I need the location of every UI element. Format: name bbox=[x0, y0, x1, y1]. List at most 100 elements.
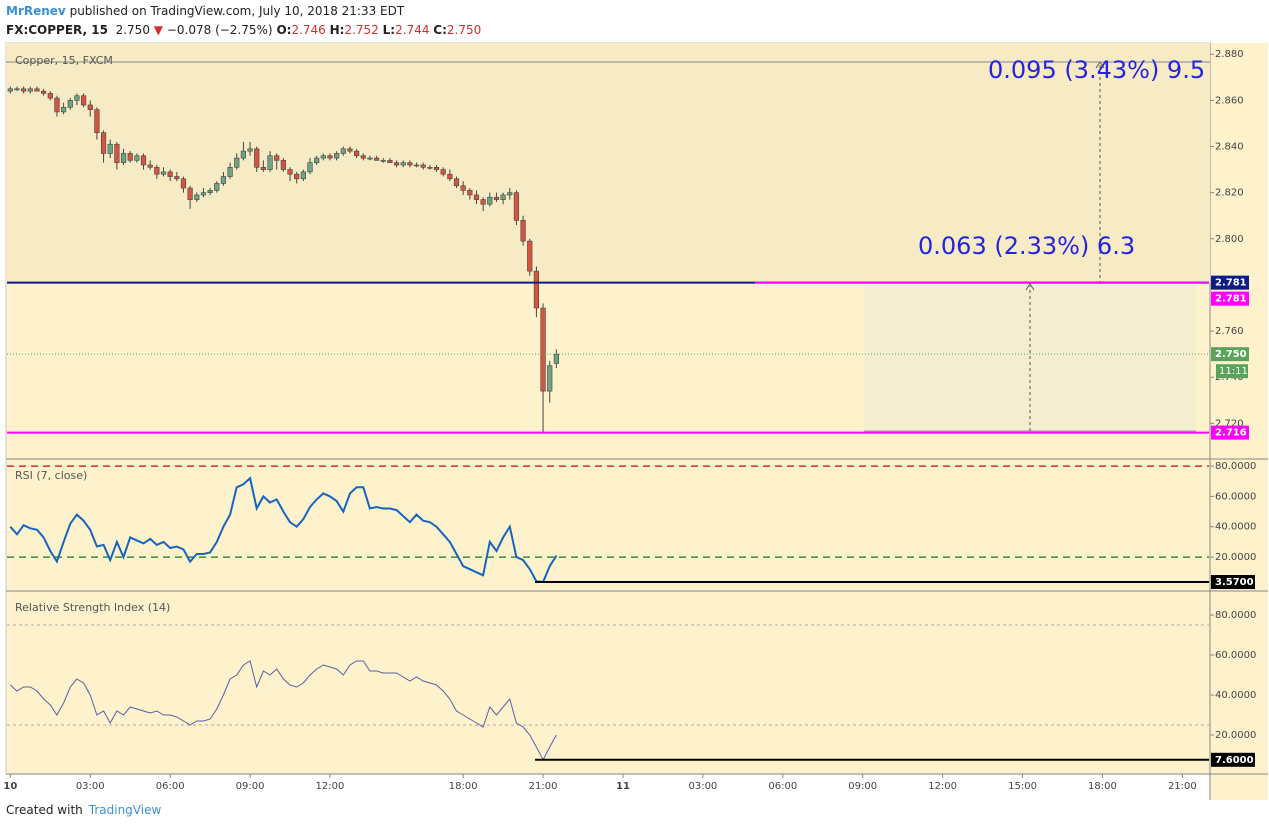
y-tick-label: 2.880 bbox=[1215, 49, 1244, 60]
x-tick-label: 12:00 bbox=[316, 781, 345, 792]
header: MrRenev published on TradingView.com, Ju… bbox=[6, 2, 481, 40]
candle-body bbox=[227, 166, 233, 177]
candle-body bbox=[513, 192, 520, 221]
candle-body bbox=[487, 196, 493, 205]
candle-body bbox=[480, 199, 486, 205]
rsi-line bbox=[9, 476, 558, 584]
candle-body bbox=[207, 190, 213, 193]
axis-bg bbox=[1210, 43, 1268, 800]
candle-body bbox=[360, 155, 366, 159]
candle-body bbox=[400, 162, 406, 166]
candle-body bbox=[473, 194, 480, 200]
ohlc-key: O: bbox=[276, 23, 292, 37]
ohlc-key: C: bbox=[433, 23, 447, 37]
ohlc-key: L: bbox=[382, 23, 396, 37]
candle-body bbox=[287, 169, 293, 175]
y-tick-label: 40.0000 bbox=[1215, 522, 1256, 533]
candle-body bbox=[527, 240, 533, 272]
candle-body bbox=[7, 88, 13, 92]
candle-body bbox=[54, 97, 60, 113]
y-tick-label: 80.0000 bbox=[1215, 610, 1256, 621]
x-tick-label: 06:00 bbox=[156, 781, 185, 792]
annotation: 0.063 (2.33%) 6.3 bbox=[918, 232, 1135, 260]
x-tick-label: 21:00 bbox=[1168, 781, 1197, 792]
candle-body bbox=[307, 162, 313, 173]
candle-body bbox=[160, 171, 167, 175]
candle-body bbox=[314, 157, 320, 163]
pane-title: Relative Strength Index (14) bbox=[15, 601, 170, 614]
brand[interactable]: TradingView bbox=[88, 803, 162, 817]
x-tick-label: 18:00 bbox=[449, 781, 478, 792]
last-price: 2.750 bbox=[115, 23, 150, 37]
price-label-box bbox=[1211, 291, 1249, 306]
candle-body bbox=[274, 155, 280, 161]
candle-body bbox=[507, 192, 513, 196]
candle-body bbox=[520, 220, 526, 242]
candle-body bbox=[354, 150, 360, 157]
candle-body bbox=[280, 160, 286, 170]
candle-body bbox=[373, 157, 380, 161]
candle-body bbox=[80, 95, 87, 106]
price-label: 2.781 bbox=[1215, 278, 1247, 289]
x-tick-label: 15:00 bbox=[1008, 781, 1037, 792]
candle-body bbox=[187, 187, 193, 200]
candle-body bbox=[167, 171, 173, 177]
candle-body bbox=[114, 143, 120, 163]
candle-body bbox=[47, 93, 53, 99]
countdown-box bbox=[1216, 364, 1248, 379]
countdown: 11:11 bbox=[1219, 366, 1248, 377]
y-tick-label: 40.0000 bbox=[1215, 690, 1256, 701]
marker-label-box bbox=[1211, 752, 1255, 767]
price-label-box bbox=[1211, 347, 1249, 362]
candle-body bbox=[413, 164, 420, 167]
candle-body bbox=[533, 270, 540, 309]
candle-body bbox=[94, 109, 100, 133]
arrow-head bbox=[1025, 283, 1035, 291]
candle-body bbox=[540, 307, 546, 392]
x-tick-label: 18:00 bbox=[1088, 781, 1117, 792]
candle-body bbox=[453, 178, 460, 187]
y-tick-label: 60.0000 bbox=[1215, 650, 1256, 661]
candle-body bbox=[387, 160, 393, 163]
price-label-box bbox=[1211, 425, 1249, 440]
footer: Created with TradingView bbox=[6, 803, 161, 817]
pane-title: Copper, 15, FXCM bbox=[15, 54, 113, 67]
candle-body bbox=[420, 164, 426, 168]
y-tick-label: 2.760 bbox=[1215, 326, 1244, 337]
y-tick-label: 2.840 bbox=[1215, 142, 1244, 153]
candle-body bbox=[493, 196, 500, 200]
candle-body bbox=[340, 148, 346, 154]
y-tick-label: 2.860 bbox=[1215, 95, 1244, 106]
x-tick-label: 03:00 bbox=[688, 781, 717, 792]
candle-body bbox=[107, 143, 113, 154]
annotation: 0.095 (3.43%) 9.5 bbox=[988, 56, 1205, 84]
clip: 0.095 (3.43%) 9.5 bbox=[988, 56, 1205, 84]
candle-body bbox=[553, 353, 559, 364]
price-label: 2.716 bbox=[1215, 428, 1247, 439]
candle-body bbox=[234, 157, 240, 168]
price-label-box bbox=[1211, 275, 1249, 290]
candle-body bbox=[427, 166, 433, 169]
candle-body bbox=[61, 106, 67, 113]
x-tick-label: 10 bbox=[3, 781, 17, 792]
created: Created with bbox=[6, 803, 83, 817]
candle-body bbox=[547, 365, 553, 392]
symbol-line: FX:COPPER, 15 2.750 ▼ −0.078 (−2.75%) O:… bbox=[6, 21, 481, 40]
ohlc-key: H: bbox=[329, 23, 345, 37]
candle-body bbox=[27, 88, 33, 92]
y-tick-label: 60.0000 bbox=[1215, 491, 1256, 502]
candle-body bbox=[447, 173, 453, 180]
candle-body bbox=[240, 150, 247, 159]
candle-body bbox=[14, 88, 20, 91]
publish-line: MrRenev published on TradingView.com, Ju… bbox=[6, 2, 481, 21]
candle-body bbox=[380, 160, 386, 162]
candle-body bbox=[433, 166, 440, 170]
author[interactable]: MrRenev bbox=[6, 4, 66, 18]
ohlc-value: 2.750 bbox=[446, 23, 482, 37]
candle-body bbox=[220, 176, 227, 184]
y-tick-label: 80.0000 bbox=[1215, 461, 1256, 472]
candle-body bbox=[127, 153, 133, 161]
shade-layer bbox=[6, 43, 1210, 283]
y-tick-label: 2.800 bbox=[1215, 234, 1244, 245]
